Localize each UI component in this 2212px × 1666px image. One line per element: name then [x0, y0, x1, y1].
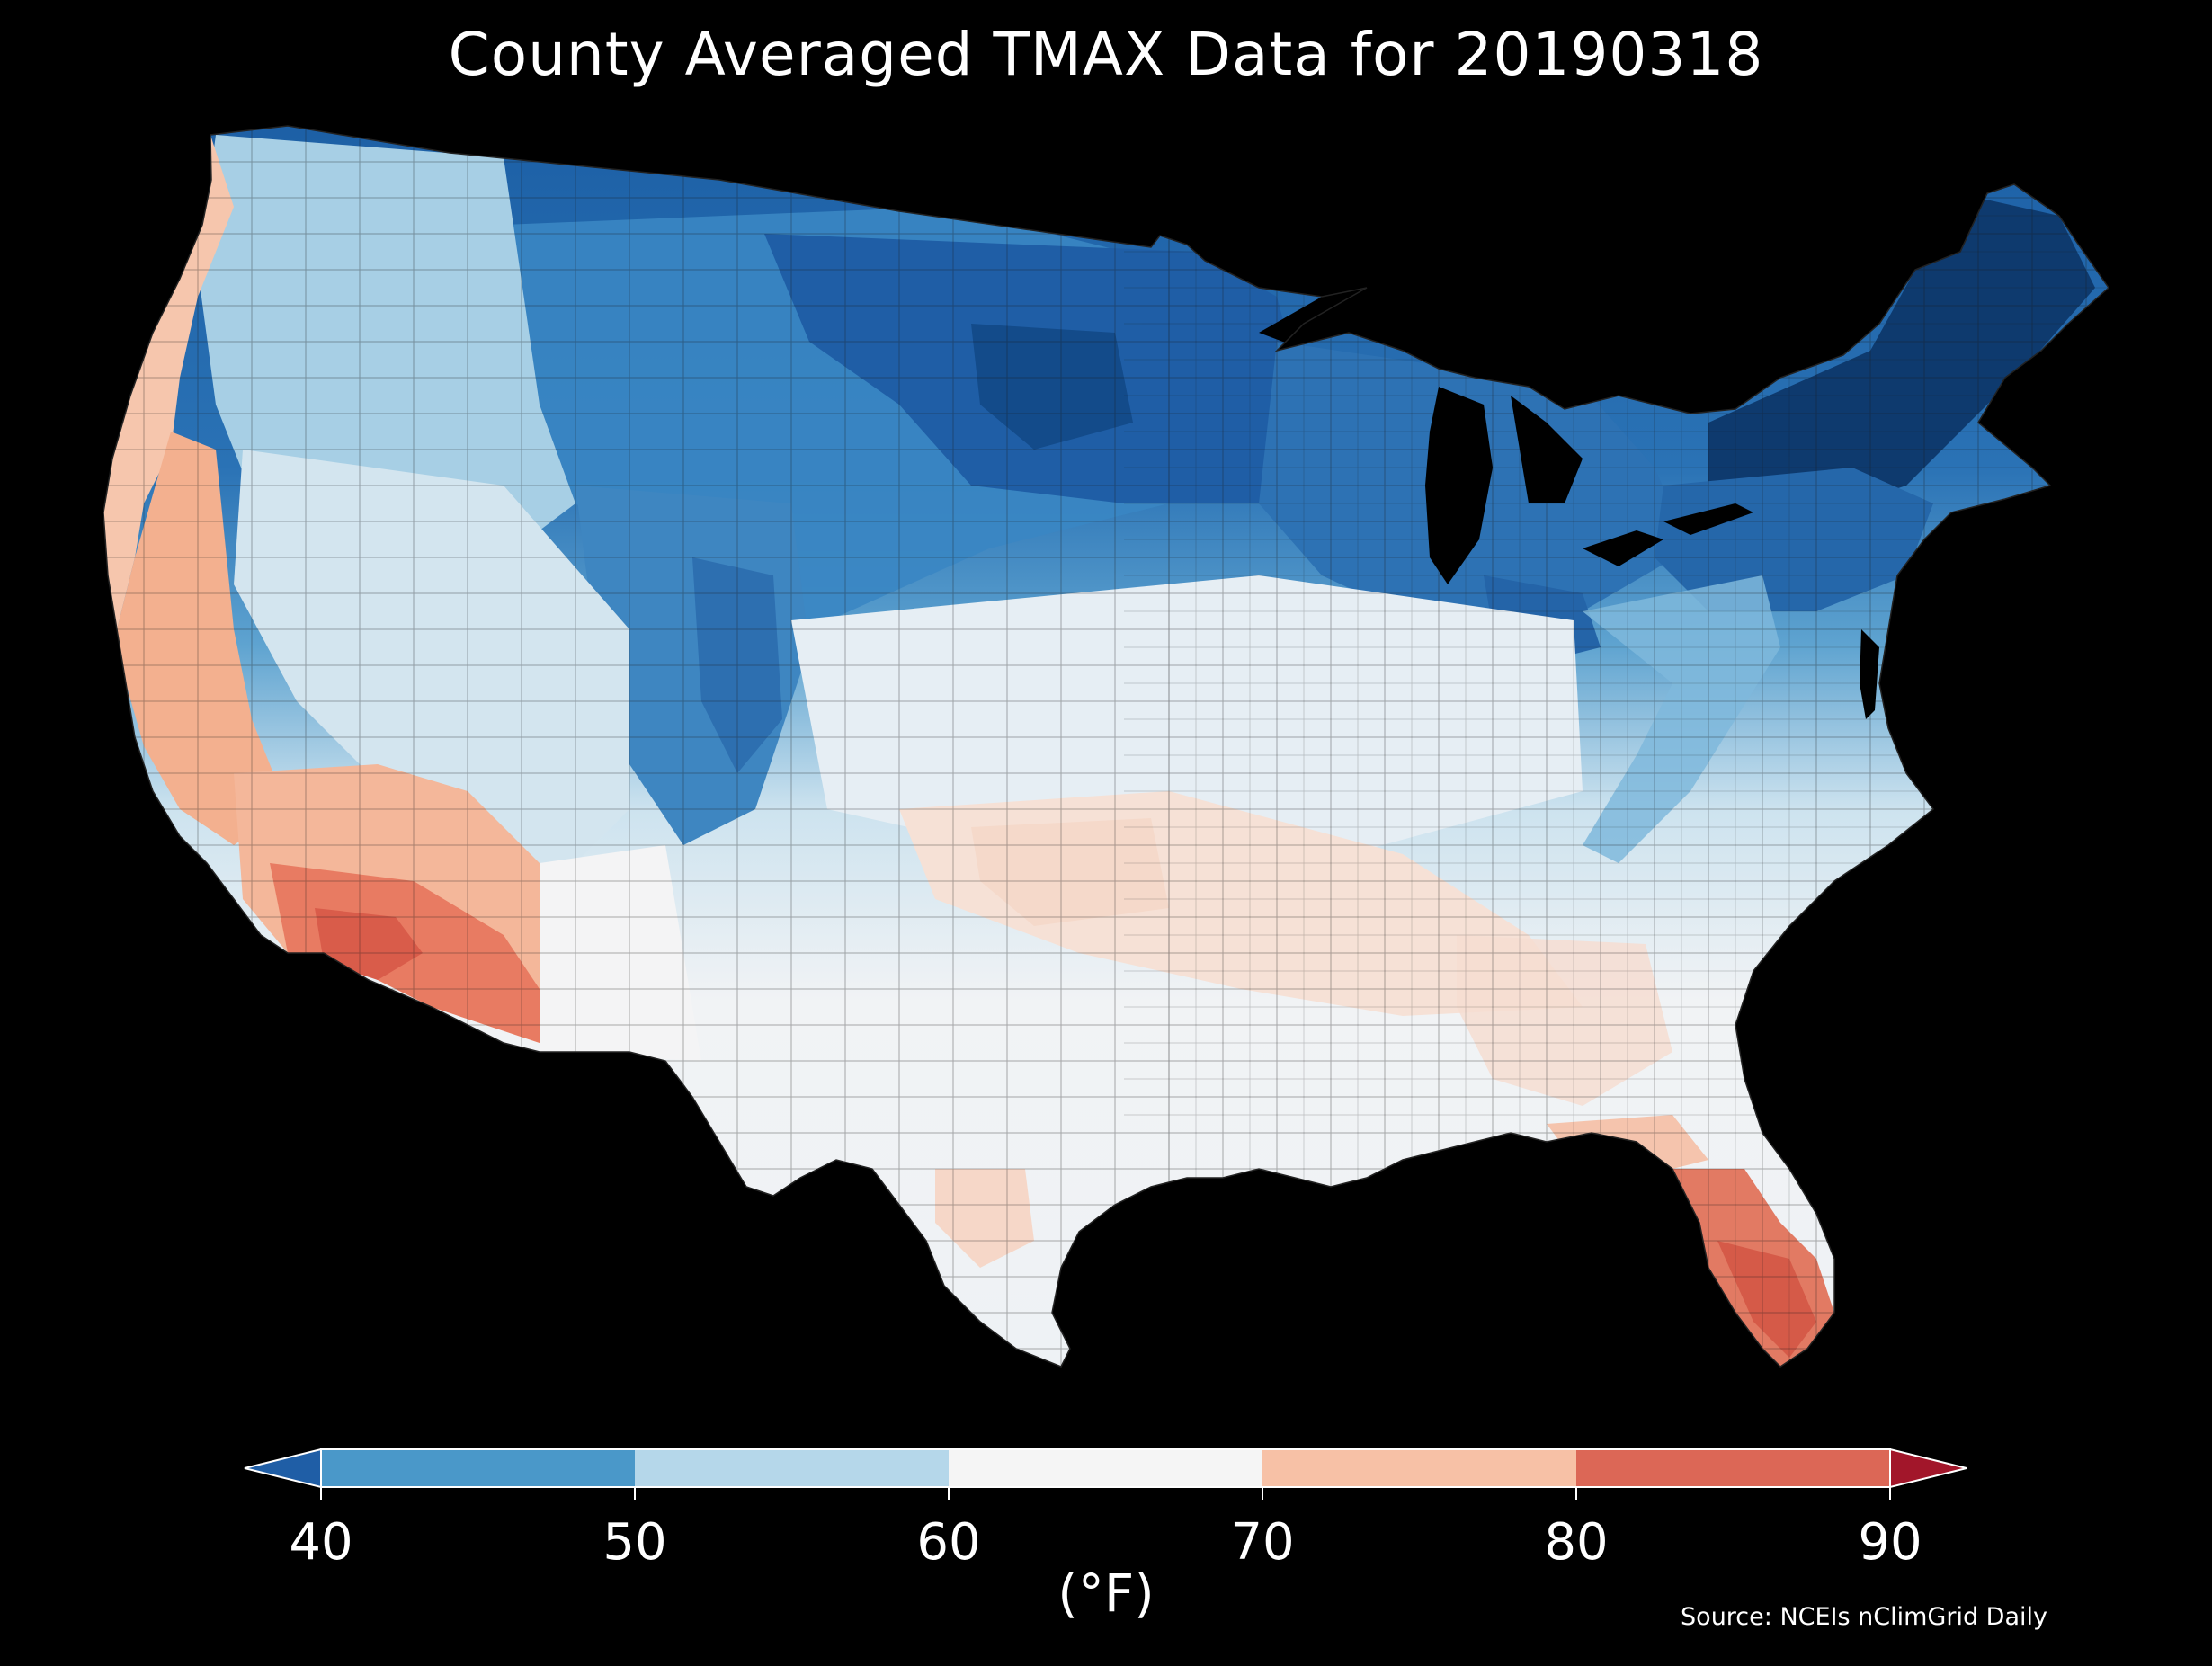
colorbar-extend-low: [244, 1448, 322, 1489]
colorbar-tick-label: 70: [1230, 1513, 1294, 1572]
colorbar-tick-label: 80: [1544, 1513, 1608, 1572]
map-title: County Averaged TMAX Data for 20190318: [448, 20, 1764, 89]
colorbar-tick-label: 40: [289, 1513, 352, 1572]
colorbar-bin-70-80: [1262, 1449, 1576, 1487]
colorbar-bin-50-60: [635, 1449, 949, 1487]
colorbar-unit-label: (°F): [1057, 1563, 1155, 1624]
source-note: Source: NCEIs nClimGrid Daily: [1681, 1603, 2047, 1631]
colorbar-tick-label: 90: [1858, 1513, 1922, 1572]
colorbar-extend-high: [1889, 1448, 1967, 1489]
colorbar-bin-80-90: [1576, 1449, 1890, 1487]
colorbar-bin-60-70: [949, 1449, 1262, 1487]
colorbar-bin-40-50: [321, 1449, 635, 1487]
colorbar-tick-label: 50: [602, 1513, 666, 1572]
colorbar-tick-label: 60: [916, 1513, 980, 1572]
colorbar-outline: [320, 1448, 1891, 1488]
